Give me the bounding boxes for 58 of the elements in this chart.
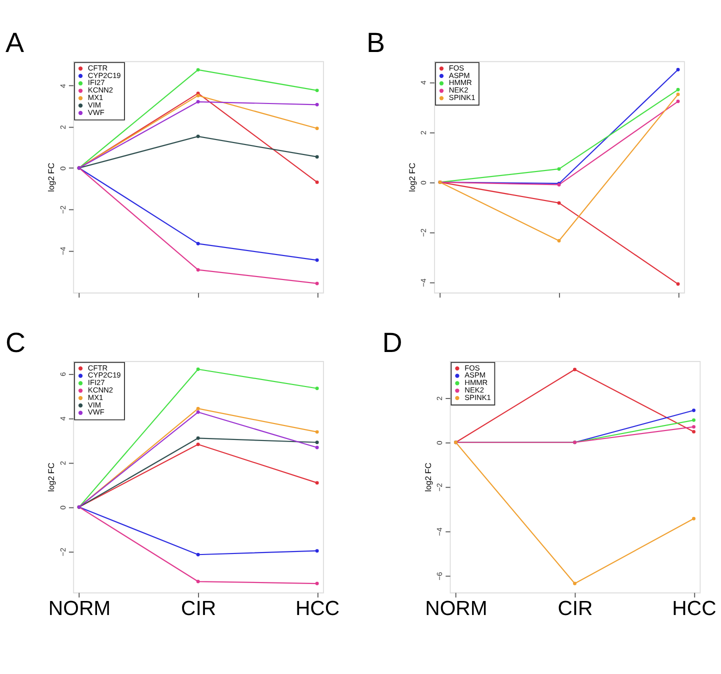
- y-tick-label: −6: [434, 572, 444, 580]
- y-tick-label: 2: [419, 130, 428, 135]
- chart-title: A: [6, 26, 25, 58]
- legend-label: SPINK1: [464, 392, 491, 402]
- x-tick-label: NORM: [425, 598, 488, 620]
- legend-label: FOS: [448, 63, 464, 72]
- legend-label: IFI27: [88, 78, 105, 88]
- y-tick-label: −4: [434, 528, 444, 536]
- y-axis-title: log2 FC: [46, 462, 56, 492]
- legend-label: SPINK1: [448, 93, 476, 102]
- legend-label: CYP2C19: [88, 370, 121, 380]
- legend-label: NEK2: [464, 385, 484, 394]
- legend-label: ASPM: [464, 370, 486, 380]
- x-tick-label: HCC: [672, 598, 716, 620]
- legend-label: CFTR: [88, 63, 108, 72]
- y-tick-label: −2: [434, 483, 444, 492]
- y-tick-label: 6: [58, 372, 68, 376]
- y-tick-label: 4: [419, 80, 428, 85]
- legend-label: NEK2: [448, 86, 468, 95]
- y-tick-label: −4: [58, 246, 68, 256]
- x-tick-label: CIR: [558, 598, 593, 620]
- legend-label: KCNN2: [88, 86, 113, 95]
- legend-label: HMMR: [448, 78, 472, 88]
- y-axis-title: log2 FC: [46, 162, 56, 192]
- y-tick-label: 4: [58, 416, 68, 421]
- chart-title: C: [6, 326, 26, 358]
- legend-label: CYP2C19: [88, 70, 121, 80]
- y-tick-label: 2: [58, 125, 68, 130]
- y-tick-label: 2: [434, 396, 444, 400]
- legend-label: CFTR: [88, 363, 108, 372]
- legend-label: VWF: [88, 408, 105, 417]
- y-tick-label: 2: [58, 461, 68, 466]
- legend-label: IFI27: [88, 378, 105, 388]
- y-tick-label: −2: [58, 205, 68, 214]
- legend-label: VIM: [88, 100, 102, 110]
- y-axis-title: log2 FC: [422, 462, 433, 492]
- y-tick-label: −2: [419, 228, 428, 237]
- chart-title: B: [366, 26, 386, 58]
- legend-label: FOS: [464, 363, 480, 372]
- legend-label: HMMR: [464, 378, 488, 388]
- x-tick-label: HCC: [295, 598, 340, 620]
- y-axis-title: log2 FC: [407, 162, 418, 192]
- legend-label: MX1: [88, 392, 104, 402]
- y-tick-label: 4: [58, 84, 68, 88]
- legend-label: VWF: [88, 108, 105, 117]
- legend-label: KCNN2: [88, 385, 113, 394]
- legend-label: MX1: [88, 93, 104, 102]
- y-tick-label: −2: [58, 548, 68, 556]
- legend-label: VIM: [88, 400, 102, 410]
- y-tick-label: −4: [419, 278, 428, 287]
- y-tick-label: 0: [58, 505, 68, 510]
- x-tick-label: NORM: [48, 598, 111, 620]
- y-tick-label: 0: [58, 166, 68, 170]
- chart-title: D: [382, 326, 402, 358]
- legend-label: ASPM: [448, 70, 470, 80]
- y-tick-label: 0: [434, 440, 444, 445]
- y-tick-label: 0: [419, 180, 428, 185]
- x-tick-label: CIR: [181, 598, 216, 620]
